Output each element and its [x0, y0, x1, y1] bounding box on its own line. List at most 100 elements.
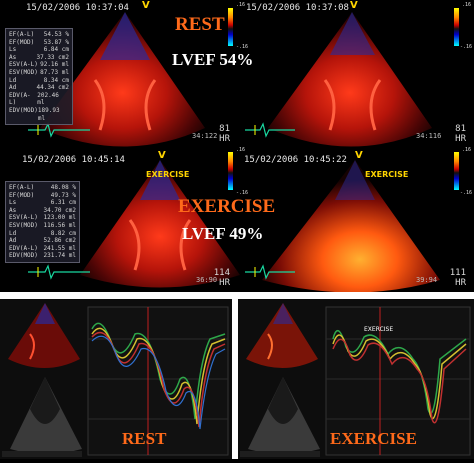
- measurement-key: EF(A-L): [9, 184, 35, 191]
- measurement-key: Ls: [9, 199, 17, 207]
- measurement-row: Ld 8.34 cm: [9, 77, 69, 85]
- measurement-row: Ld 8.82 cm: [9, 230, 76, 238]
- scale-bottom: -.16: [460, 44, 473, 50]
- measurement-value: 53.87 %: [43, 38, 69, 46]
- scale-top: .16: [462, 2, 472, 8]
- divider: [0, 292, 474, 299]
- measurement-value: 189.93 ml: [37, 106, 60, 122]
- bottom-rest-panel: REST: [0, 299, 232, 459]
- v-marker: V: [355, 150, 363, 161]
- colorbar-ex-1: [228, 152, 233, 190]
- measurement-value: 8.34 cm: [43, 76, 69, 84]
- ecg-trace: [28, 264, 90, 280]
- v-marker: V: [158, 150, 166, 161]
- rest-label: REST: [175, 14, 225, 35]
- measurement-row: EDV(MOD) 231.74 ml: [9, 252, 76, 260]
- bottom-exercise-panel: EXERCISE EXERCISE: [238, 299, 474, 459]
- measurement-row: EDV(MOD) 189.93 ml: [9, 107, 69, 122]
- measurement-key: As: [9, 53, 17, 61]
- measurement-value: 6.84 cm: [43, 46, 69, 54]
- ecg-trace: [28, 122, 90, 138]
- measurement-key: Ad: [9, 84, 17, 92]
- echo-sector-rest-2: [268, 12, 432, 147]
- scale-top: .16: [462, 147, 472, 153]
- measurement-value: 116.56 ml: [43, 221, 76, 229]
- measurement-row: ESV(A-L) 123.00 ml: [9, 214, 76, 222]
- measurement-row: ESV(MOD) 116.56 ml: [9, 222, 76, 230]
- measurement-row: Ad 52.86 cm2: [9, 237, 76, 245]
- measurement-key: Ls: [9, 46, 17, 54]
- measurement-row: ESV(MOD) 87.73 ml: [9, 69, 69, 77]
- scale-bottom: -.16: [460, 190, 473, 196]
- heart-rate: 81 HR: [219, 124, 230, 144]
- exercise-tag: EXERCISE: [146, 170, 190, 179]
- measurement-value: 241.55 ml: [43, 244, 76, 252]
- heart-rate: 111 HR: [449, 268, 466, 288]
- colorbar-ex-2: [454, 152, 459, 190]
- divider: [232, 299, 238, 459]
- measurement-row: ESV(A-L) 92.16 ml: [9, 61, 69, 69]
- measurement-key: ESV(A-L): [9, 61, 38, 69]
- colorbar-rest-1: [228, 8, 233, 46]
- exercise-tag: EXERCISE: [364, 326, 394, 333]
- measurement-value: 231.74 ml: [43, 252, 76, 260]
- heart-rate: 81 HR: [455, 124, 466, 144]
- scale-bottom: -.16: [236, 44, 249, 50]
- measurement-key: As: [9, 206, 17, 214]
- exercise-tag: EXERCISE: [365, 170, 409, 179]
- measurement-key: EDV(MOD): [9, 252, 38, 260]
- colorbar-rest-2: [454, 8, 459, 46]
- measurement-row: Ls 6.84 cm: [9, 46, 69, 54]
- measurement-row: Ad 44.34 cm2: [9, 84, 69, 92]
- measurement-value: 87.73 ml: [40, 68, 69, 76]
- measurement-row: As 34.70 cm2: [9, 207, 76, 215]
- measurement-row: EF(MOD) 53.87 %: [9, 39, 69, 47]
- measurement-key: Ld: [9, 229, 17, 237]
- measurement-value: 37.33 cm2: [36, 53, 69, 61]
- strain-curves-rest: [0, 299, 232, 459]
- ecg-trace: [245, 122, 295, 138]
- measurement-key: ESV(A-L): [9, 214, 38, 222]
- scale-top: .16: [236, 2, 246, 8]
- measurement-row: Ls 6.31 cm: [9, 199, 76, 207]
- timestamp: 15/02/2006 10:37:04: [26, 3, 129, 13]
- timestamp: 15/02/2006 10:45:22: [244, 155, 347, 165]
- scale-top: .16: [236, 147, 246, 153]
- measurement-row: EDV(A-L) 241.55 ml: [9, 245, 76, 253]
- exercise-measurements-box: EF(A-L) 48.08 % EF(MOD) 49.73 % Ls 6.31 cm As 3…: [5, 181, 80, 263]
- bottom-rest-label: REST: [122, 429, 167, 448]
- bottom-exercise-label: EXERCISE: [330, 429, 417, 448]
- measurement-value: 202.46 ml: [37, 91, 59, 107]
- measurement-value: 34.70 cm2: [43, 206, 76, 214]
- top-echo-panel: 15/02/2006 10:37:04 15/02/2006 10:37:08 …: [5, 0, 473, 292]
- measurement-key: Ad: [9, 237, 17, 245]
- measurement-row: EF(A-L) 54.53 %: [9, 31, 69, 39]
- measurement-key: EF(MOD): [9, 191, 35, 199]
- scale-bottom: -.16: [236, 190, 249, 196]
- echo-sector-ex-1: [80, 160, 240, 288]
- measurement-value: 92.16 ml: [40, 61, 69, 69]
- frame-counter: 36:90: [196, 276, 218, 284]
- echo-images: [28, 8, 459, 292]
- measurement-value: 8.82 cm: [50, 229, 76, 237]
- measurement-value: 6.31 cm: [50, 199, 76, 207]
- measurement-value: 52.86 cm2: [43, 237, 76, 245]
- exercise-lvef: LVEF 49%: [182, 224, 264, 243]
- measurement-value: 49.73 %: [50, 191, 76, 199]
- heart-rate: 114 HR: [213, 268, 230, 288]
- timestamp: 15/02/2006 10:45:14: [22, 155, 125, 165]
- measurement-key: Ld: [9, 76, 17, 84]
- measurement-key: EF(A-L): [9, 31, 35, 38]
- echo-sector-rest-1: [40, 12, 205, 147]
- exercise-label: EXERCISE: [178, 196, 276, 217]
- ecg-trace: [245, 264, 295, 280]
- measurement-row: As 37.33 cm2: [9, 54, 69, 62]
- measurement-key: EDV(MOD): [9, 106, 38, 114]
- measurement-key: EF(MOD): [9, 38, 35, 46]
- measurement-key: ESV(MOD): [9, 68, 38, 76]
- frame-counter: 34:116: [416, 132, 442, 140]
- v-marker: V: [350, 0, 358, 11]
- measurement-value: 54.53 %: [43, 31, 69, 38]
- measurement-value: 48.08 %: [50, 184, 76, 191]
- rest-lvef: LVEF 54%: [172, 50, 254, 69]
